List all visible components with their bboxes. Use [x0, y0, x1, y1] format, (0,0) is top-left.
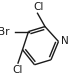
Text: Br: Br — [0, 27, 10, 37]
Text: Cl: Cl — [13, 65, 23, 75]
Text: N: N — [61, 37, 69, 46]
Text: Cl: Cl — [34, 2, 44, 12]
